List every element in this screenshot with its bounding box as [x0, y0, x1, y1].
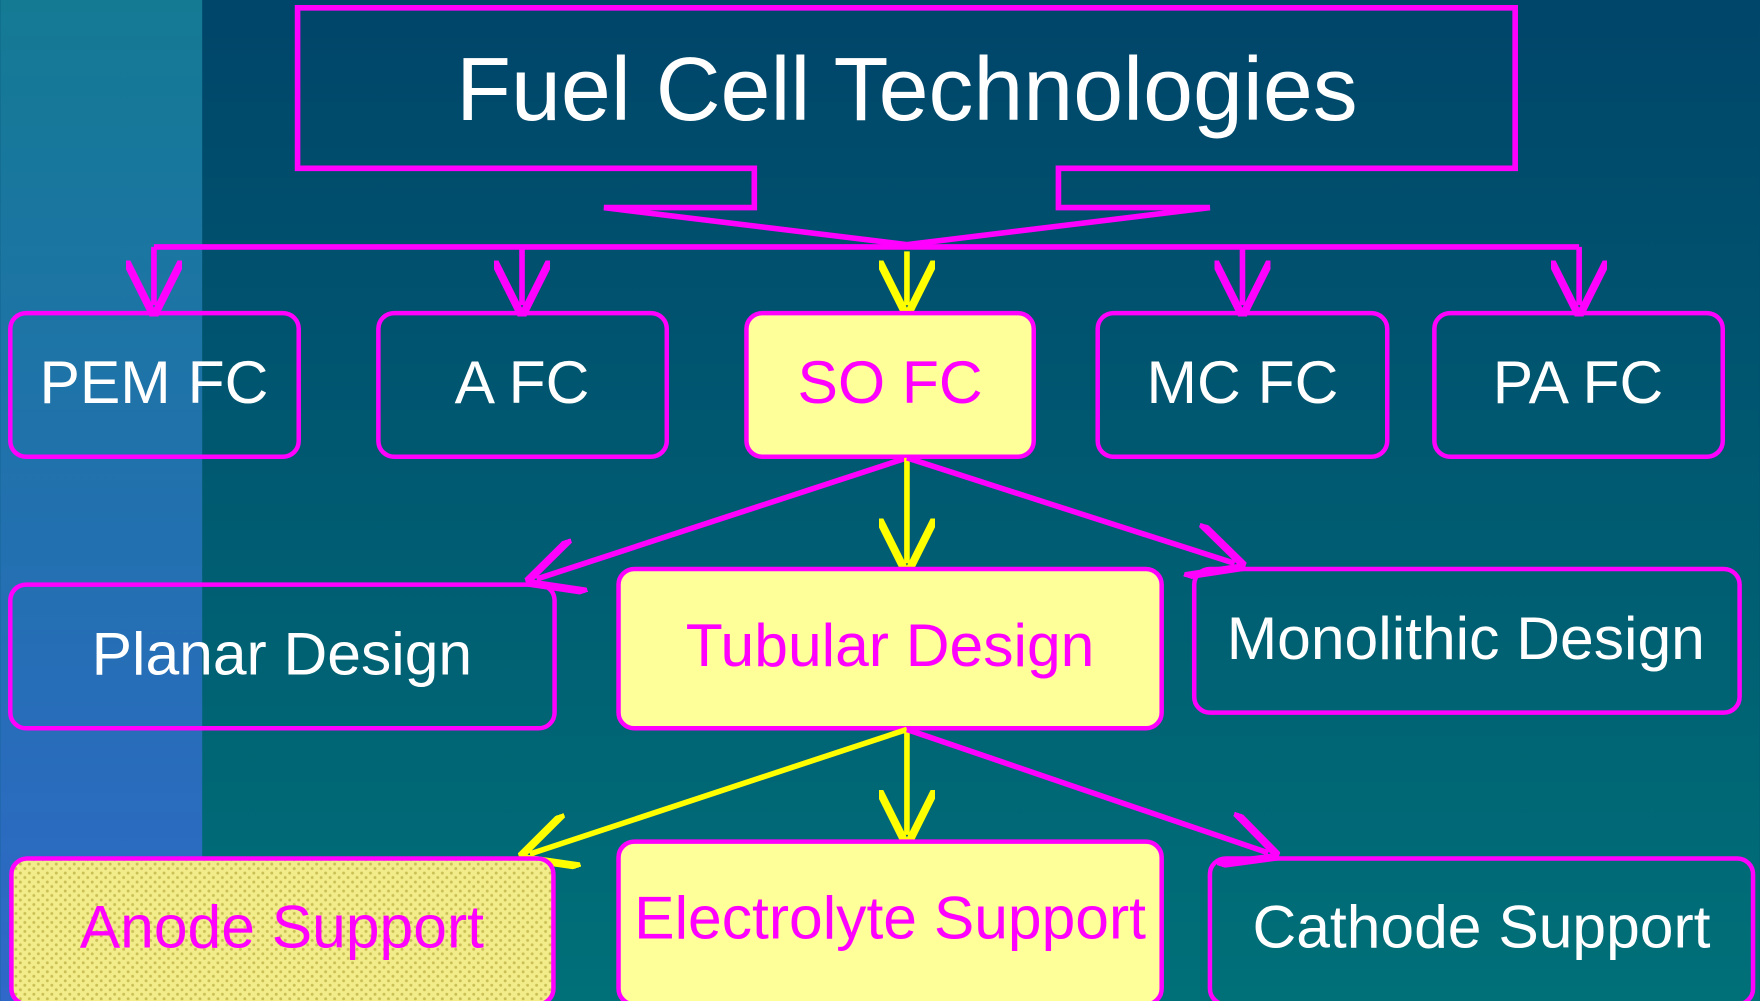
node-label: Monolithic Design [1227, 604, 1705, 672]
node-label: PA FC [1493, 348, 1664, 416]
node [616, 839, 1164, 1001]
node [1432, 310, 1726, 459]
node-label: SO FC [798, 348, 983, 416]
node [1207, 856, 1756, 1001]
node [616, 566, 1164, 731]
node [1095, 310, 1390, 459]
node-label: Cathode Support [1252, 892, 1710, 960]
node-label: A FC [455, 348, 590, 416]
node-label: Electrolyte Support [634, 883, 1146, 951]
node [9, 856, 556, 1001]
arrow [906, 455, 1235, 563]
node [1191, 566, 1742, 715]
node-label: Anode Support [80, 892, 484, 960]
side-strip [0, 0, 203, 1001]
node [376, 310, 670, 459]
title: Fuel Cell Technologies [456, 40, 1358, 140]
arrow [530, 726, 908, 854]
arrow [906, 726, 1268, 852]
node [8, 582, 557, 731]
node [8, 310, 301, 459]
node-label: MC FC [1147, 348, 1339, 416]
node-label: PEM FC [40, 348, 269, 416]
node-label: Tubular Design [686, 611, 1095, 679]
arrow [537, 455, 908, 579]
node-label: Planar Design [92, 620, 473, 688]
title-box [294, 5, 1518, 248]
node [744, 310, 1036, 459]
